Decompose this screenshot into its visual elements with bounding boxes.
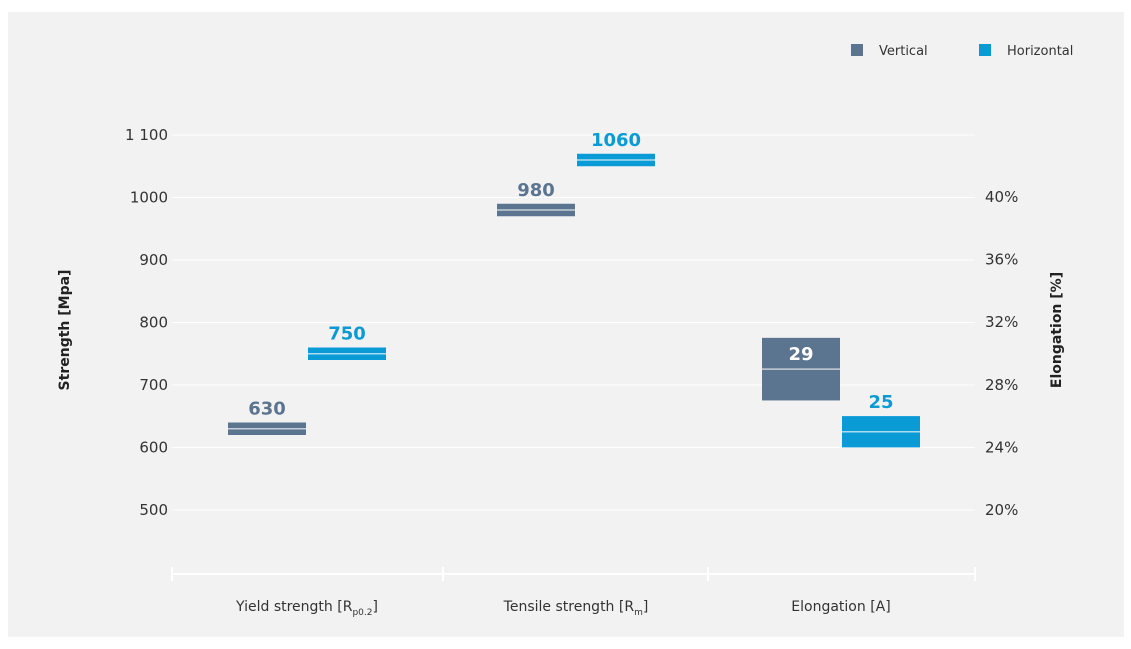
legend-label: Horizontal — [1007, 44, 1073, 59]
value-label: 750 — [328, 324, 366, 345]
y-left-tick-label: 700 — [139, 376, 168, 394]
y-right-tick-label: 36% — [985, 251, 1018, 269]
value-label: 29 — [788, 344, 813, 365]
legend-swatch — [851, 44, 863, 56]
y-left-axis-title: Strength [Mpa] — [57, 270, 73, 391]
value-label: 630 — [248, 399, 286, 420]
y-right-tick-label: 20% — [985, 501, 1018, 519]
legend-swatch — [979, 44, 991, 56]
y-left-tick-label: 900 — [139, 251, 168, 269]
x-category-label: Tensile strength [Rm] — [503, 599, 649, 618]
value-label: 25 — [868, 392, 893, 413]
chart-panel — [8, 12, 1124, 637]
y-left-tick-label: 500 — [139, 501, 168, 519]
y-right-tick-label: 28% — [985, 376, 1018, 394]
legend-label: Vertical — [879, 44, 928, 59]
y-right-tick-label: 40% — [985, 188, 1018, 206]
y-right-axis-title: Elongation [%] — [1049, 272, 1065, 388]
value-label: 1060 — [591, 130, 641, 151]
y-left-tick-label: 1000 — [130, 189, 168, 207]
x-category-label: Yield strength [Rp0.2] — [235, 599, 378, 618]
y-right-tick-label: 32% — [985, 313, 1018, 331]
y-left-tick-label: 800 — [139, 314, 168, 332]
y-left-tick-label: 1 100 — [125, 126, 168, 144]
y-left-tick-label: 600 — [139, 439, 168, 457]
y-right-tick-label: 24% — [985, 438, 1018, 456]
x-category-label: Elongation [A] — [791, 599, 890, 615]
value-label: 980 — [517, 180, 555, 201]
